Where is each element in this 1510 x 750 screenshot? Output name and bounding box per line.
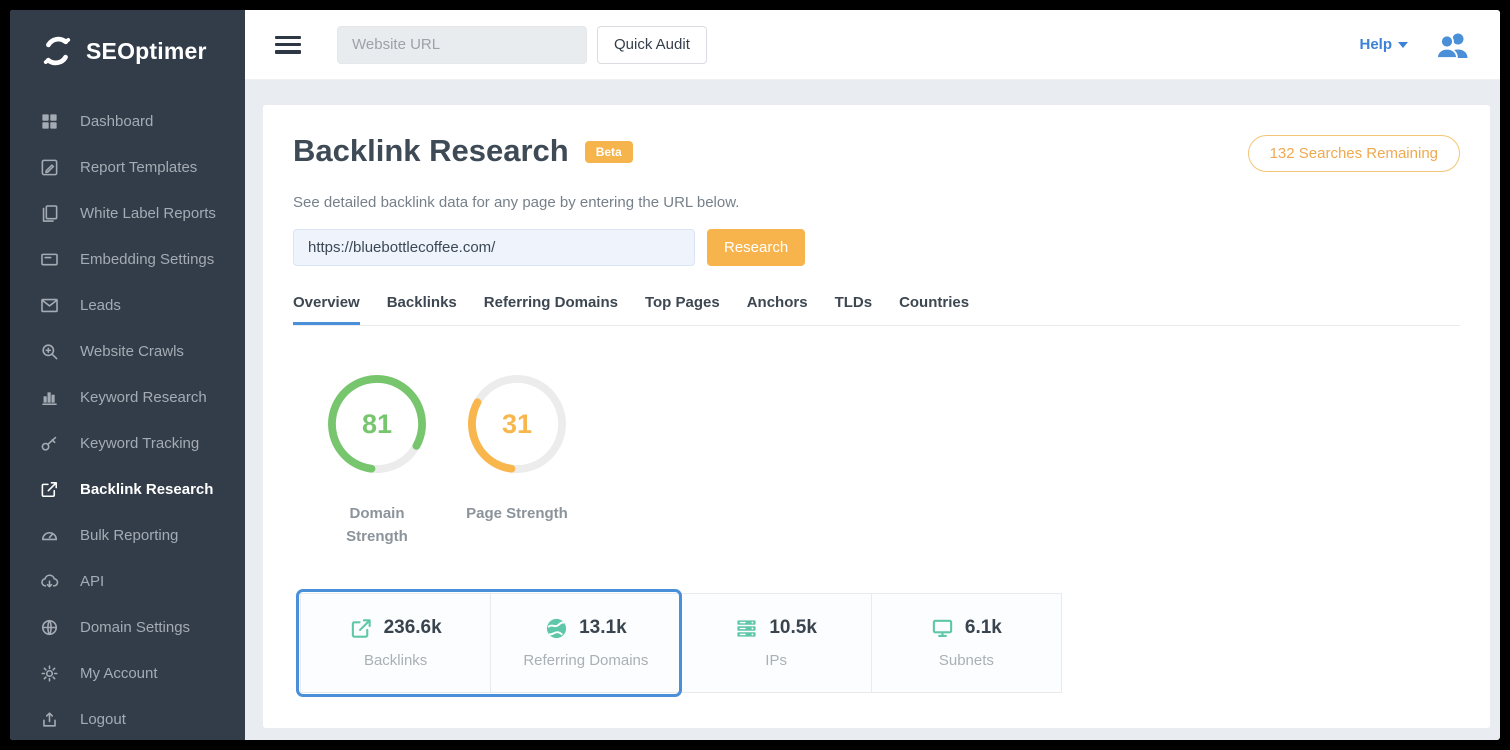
globe-icon	[547, 618, 567, 638]
users-icon[interactable]	[1436, 31, 1470, 59]
my-account-icon	[41, 664, 58, 682]
sidebar-item-label: API	[80, 572, 105, 590]
app-title: SEOptimer	[86, 37, 207, 64]
searches-remaining-badge: 132 Searches Remaining	[1247, 135, 1460, 172]
sidebar-item-leads[interactable]: Leads	[10, 282, 245, 328]
tab-top-pages[interactable]: Top Pages	[644, 294, 720, 311]
sidebar-item-label: Bulk Reporting	[80, 526, 179, 544]
sidebar-item-keyword-research[interactable]: Keyword Research	[10, 374, 245, 420]
stat-value: 13.1k	[579, 617, 627, 638]
sidebar-item-dashboard[interactable]: Dashboard	[10, 98, 245, 144]
page-strength-chart: 31 Page Strength	[465, 372, 569, 549]
bulk-reporting-icon	[41, 531, 58, 540]
external-link-icon	[351, 618, 371, 638]
tab-overview[interactable]: Overview	[293, 294, 360, 325]
page-strength-label: Page Strength	[466, 505, 568, 522]
keyword-tracking-icon	[41, 436, 57, 451]
tab-referring-domains[interactable]: Referring Domains	[483, 294, 618, 311]
report-templates-icon	[41, 159, 58, 175]
embedding-settings-icon	[41, 253, 58, 265]
website-crawls-icon	[42, 343, 58, 359]
sidebar-item-label: Report Templates	[80, 158, 198, 176]
seoptimer-logo[interactable]: SEOptimer	[10, 10, 245, 88]
domain-strength-value: 81	[361, 408, 393, 439]
api-icon	[41, 574, 59, 587]
sidebar-item-label: Backlink Research	[80, 480, 214, 498]
sidebar-item-backlink-research[interactable]: Backlink Research	[10, 466, 245, 512]
website-url-input[interactable]	[337, 25, 587, 64]
tab-bar: Overview Backlinks Referring Domains Top…	[293, 294, 1460, 326]
sidebar-item-label: Embedding Settings	[80, 250, 215, 268]
sidebar-item-api[interactable]: API	[10, 558, 245, 604]
monitor-icon	[932, 619, 953, 637]
backlink-research-panel: Backlink Research Beta 132 Searches Rema…	[263, 105, 1490, 728]
domain-settings-icon	[41, 619, 58, 635]
seoptimer-logo-icon	[43, 36, 71, 66]
tab-anchors[interactable]: Anchors	[746, 294, 808, 311]
sidebar-item-label: White Label Reports	[80, 204, 216, 222]
research-button[interactable]: Research	[707, 229, 806, 266]
page-title: Backlink Research	[293, 133, 569, 168]
stat-value: 236.6k	[383, 617, 442, 638]
logout-icon	[43, 711, 56, 727]
app-window: SEOptimer Dashboard Report Templates Whi…	[10, 10, 1500, 740]
stat-value: 10.5k	[769, 617, 817, 638]
menu-toggle-icon[interactable]	[275, 35, 301, 54]
dashboard-icon	[42, 113, 57, 129]
sidebar-item-label: Domain Settings	[80, 618, 191, 636]
topbar: Quick Audit Help	[245, 10, 1500, 80]
sidebar-item-label: Keyword Tracking	[80, 434, 200, 452]
white-label-reports-icon	[42, 204, 58, 222]
stat-value: 6.1k	[964, 617, 1002, 638]
domain-strength-label: Domain Strength	[346, 505, 408, 546]
sidebar-item-label: Logout	[80, 710, 126, 728]
main-area: Backlink Research Beta 132 Searches Rema…	[245, 80, 1500, 740]
stat-label: IPs	[765, 651, 787, 669]
sidebar-item-label: Website Crawls	[80, 342, 184, 360]
leads-icon	[41, 298, 58, 312]
help-label: Help	[1359, 36, 1392, 53]
sidebar-item-label: Dashboard	[80, 112, 154, 130]
help-dropdown[interactable]: Help	[1359, 36, 1408, 53]
server-icon	[737, 619, 756, 637]
sidebar-item-embedding-settings[interactable]: Embedding Settings	[10, 236, 245, 282]
domain-strength-chart: 81 Domain Strength	[325, 372, 429, 549]
sidebar-menu: Dashboard Report Templates White Label R…	[10, 98, 245, 740]
sidebar-item-keyword-tracking[interactable]: Keyword Tracking	[10, 420, 245, 466]
stat-ips: 10.5k IPs	[680, 593, 871, 692]
sidebar-item-website-crawls[interactable]: Website Crawls	[10, 328, 245, 374]
sidebar-item-domain-settings[interactable]: Domain Settings	[10, 604, 245, 650]
sidebar-item-my-account[interactable]: My Account	[10, 650, 245, 696]
tab-tlds[interactable]: TLDs	[834, 294, 873, 311]
strength-charts: 81 Domain Strength 31 Page Strength	[325, 372, 1460, 549]
backlink-url-input[interactable]	[293, 229, 695, 266]
stat-label: Referring Domains	[523, 651, 649, 669]
keyword-research-icon	[42, 391, 57, 405]
stat-subnets: 6.1k Subnets	[870, 593, 1061, 692]
chevron-down-icon	[1398, 41, 1408, 48]
stat-backlinks: 236.6k Backlinks	[301, 594, 490, 692]
sidebar: SEOptimer Dashboard Report Templates Whi…	[10, 10, 245, 740]
stat-referring-domains: 13.1k Referring Domains	[490, 593, 680, 692]
tab-countries[interactable]: Countries	[899, 294, 970, 311]
stat-label: Subnets	[938, 651, 994, 669]
sidebar-item-logout[interactable]: Logout	[10, 696, 245, 740]
backlink-stats: 236.6k Backlinks 13.1k Referring Domains	[296, 588, 1062, 697]
page-strength-value: 31	[501, 408, 533, 439]
page-subtitle: See detailed backlink data for any page …	[293, 194, 740, 211]
sidebar-item-label: Keyword Research	[80, 388, 207, 406]
sidebar-item-report-templates[interactable]: Report Templates	[10, 144, 245, 190]
sidebar-item-white-label-reports[interactable]: White Label Reports	[10, 190, 245, 236]
beta-badge: Beta	[584, 141, 633, 163]
sidebar-item-bulk-reporting[interactable]: Bulk Reporting	[10, 512, 245, 558]
sidebar-item-label: Leads	[80, 296, 121, 314]
stat-label: Backlinks	[363, 651, 428, 669]
quick-audit-button[interactable]: Quick Audit	[597, 25, 707, 64]
sidebar-item-label: My Account	[80, 664, 158, 682]
tab-backlinks[interactable]: Backlinks	[386, 294, 457, 311]
backlink-research-icon	[41, 481, 58, 497]
